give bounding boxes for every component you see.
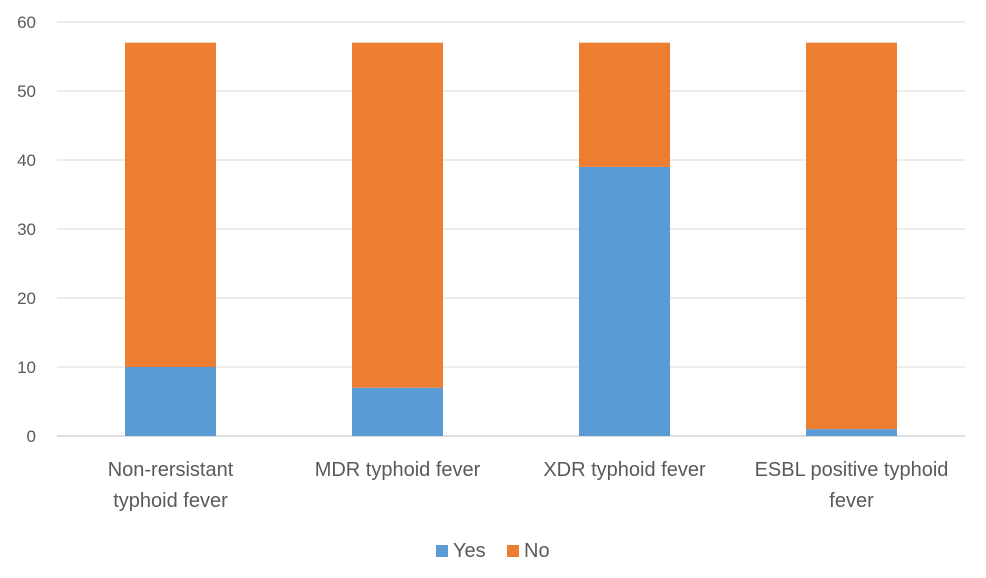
y-tick-label-50: 50 [17, 82, 36, 101]
y-tick-label-30: 30 [17, 220, 36, 239]
bar-no-3 [806, 42, 897, 430]
bar-yes-0 [125, 367, 216, 436]
bar-yes-3 [806, 429, 897, 436]
x-category-label-2: XDR typhoid fever [543, 459, 706, 481]
bar-no-2 [579, 42, 670, 167]
bar-no-1 [352, 42, 443, 388]
x-category-label-3: ESBL positive typhoid fever [755, 459, 949, 512]
y-tick-label-40: 40 [17, 151, 36, 170]
x-category-label-1: MDR typhoid fever [315, 459, 481, 481]
bar-yes-2 [579, 166, 670, 436]
x-axis-category-labels: Non-rersistant typhoid fever MDR typhoid f… [108, 459, 949, 512]
legend-label-no: No [524, 540, 550, 562]
legend-swatch-yes [436, 545, 448, 557]
y-axis-tick-labels: 0 10 20 30 40 50 60 [17, 13, 36, 446]
y-tick-label-60: 60 [17, 13, 36, 32]
bar-yes-1 [352, 387, 443, 436]
y-tick-label-10: 10 [17, 358, 36, 377]
bars [125, 42, 897, 436]
legend-label-yes: Yes [453, 540, 486, 562]
bar-no-0 [125, 42, 216, 367]
x-category-label-0: Non-rersistant typhoid fever [108, 459, 234, 512]
y-tick-label-0: 0 [27, 427, 36, 446]
y-tick-label-20: 20 [17, 289, 36, 308]
legend-swatch-no [507, 545, 519, 557]
legend: Yes No [436, 540, 550, 562]
